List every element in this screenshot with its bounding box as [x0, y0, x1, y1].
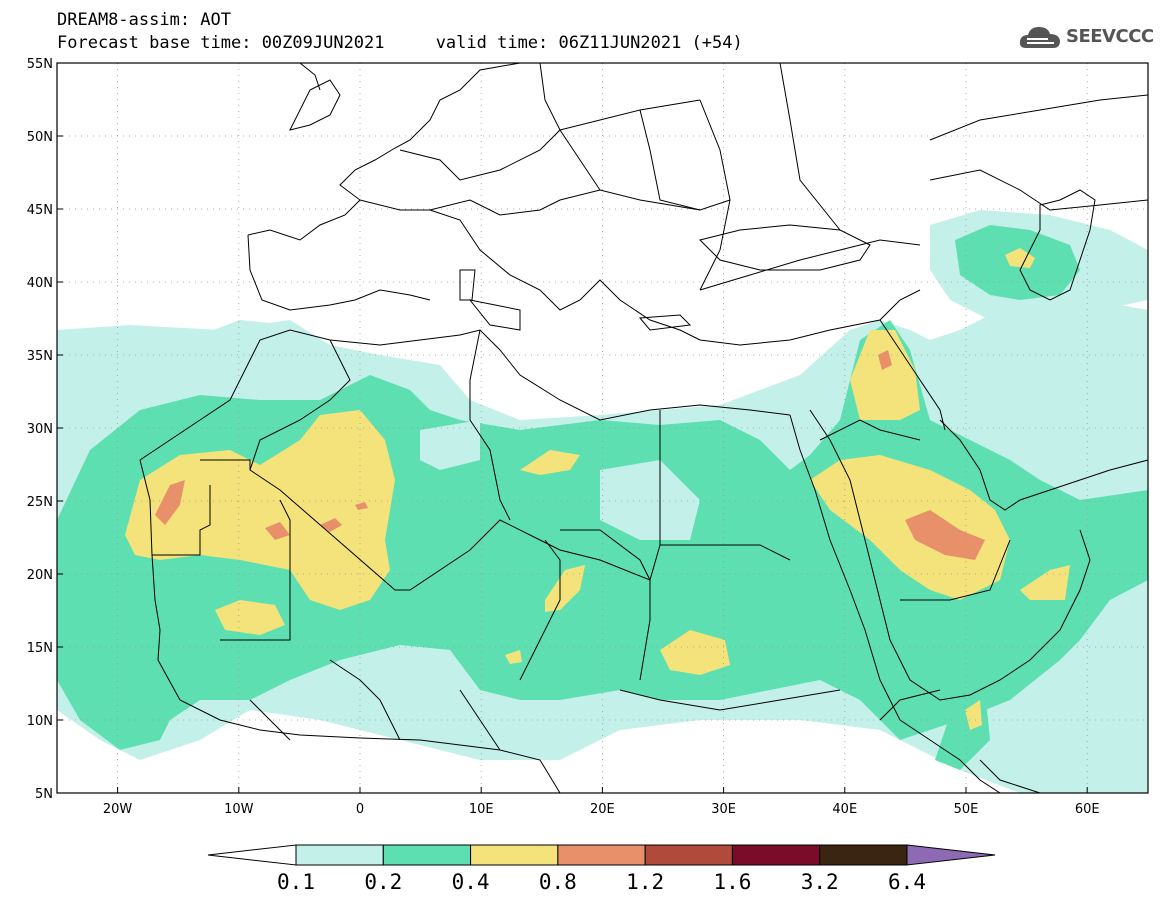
x-tick-label: 0 — [356, 802, 364, 817]
y-tick-label: 50N — [27, 130, 53, 145]
seevccc-logo: SEEVCCC — [1018, 22, 1154, 54]
colorbar-box — [731, 844, 821, 866]
colorbar-box — [382, 844, 472, 866]
colorbar-level-label: 0.2 — [364, 870, 403, 894]
colorbar-level-label: 0.8 — [538, 870, 577, 894]
cloud-icon — [1019, 27, 1060, 48]
coastlines-borders — [139, 63, 1148, 793]
x-tick-label: 30E — [711, 802, 736, 817]
colorbar-box — [557, 844, 646, 866]
colorbar-level-label: 3.2 — [800, 870, 839, 894]
colorbar-level-label: 1.6 — [713, 870, 752, 894]
map-title: DREAM8-assim: AOT — [57, 10, 231, 30]
logo-text: SEEVCCC — [1066, 26, 1154, 47]
colorbar-box — [644, 844, 733, 866]
x-axis-tick-labels: 20W 10W 0 10E 20E 30E 40E 50E 60E — [103, 802, 1100, 817]
y-tick-label: 45N — [27, 203, 53, 218]
colorbar-high-arrow — [906, 844, 996, 866]
y-axis-tick-labels: 55N 50N 45N 40N 35N 30N 25N 20N 15N 10N 5N — [27, 57, 53, 802]
x-tick-label: 60E — [1075, 802, 1100, 817]
y-tick-label: 55N — [27, 57, 53, 72]
x-tick-label: 20W — [103, 802, 133, 817]
forecast-times: Forecast base time: 00Z09JUN2021 valid t… — [57, 33, 743, 53]
y-tick-label: 5N — [35, 787, 53, 802]
x-tick-label: 10W — [224, 802, 254, 817]
y-tick-label: 25N — [27, 495, 53, 510]
y-tick-label: 20N — [27, 568, 53, 583]
y-tick-label: 15N — [27, 641, 53, 656]
colorbar-box — [470, 844, 559, 866]
x-tick-label: 10E — [469, 802, 494, 817]
x-tick-label: 20E — [590, 802, 615, 817]
colorbar-level-label: 1.2 — [626, 870, 665, 894]
colorbar-box — [295, 844, 384, 866]
colorbar-level-label: 6.4 — [888, 870, 926, 894]
y-tick-label: 10N — [27, 714, 53, 729]
colorbar-boxes — [295, 844, 908, 866]
axis-ticks — [57, 62, 1088, 794]
colorbar-level-label: 0.4 — [451, 870, 490, 894]
x-tick-label: 50E — [954, 802, 979, 817]
y-tick-label: 35N — [27, 349, 53, 364]
y-tick-label: 40N — [27, 276, 53, 291]
x-tick-label: 40E — [832, 802, 857, 817]
colorbar-level-label: 0.1 — [277, 870, 315, 894]
colorbar-box — [819, 844, 908, 866]
y-tick-label: 30N — [27, 422, 53, 437]
colorbar-low-arrow — [207, 844, 297, 866]
